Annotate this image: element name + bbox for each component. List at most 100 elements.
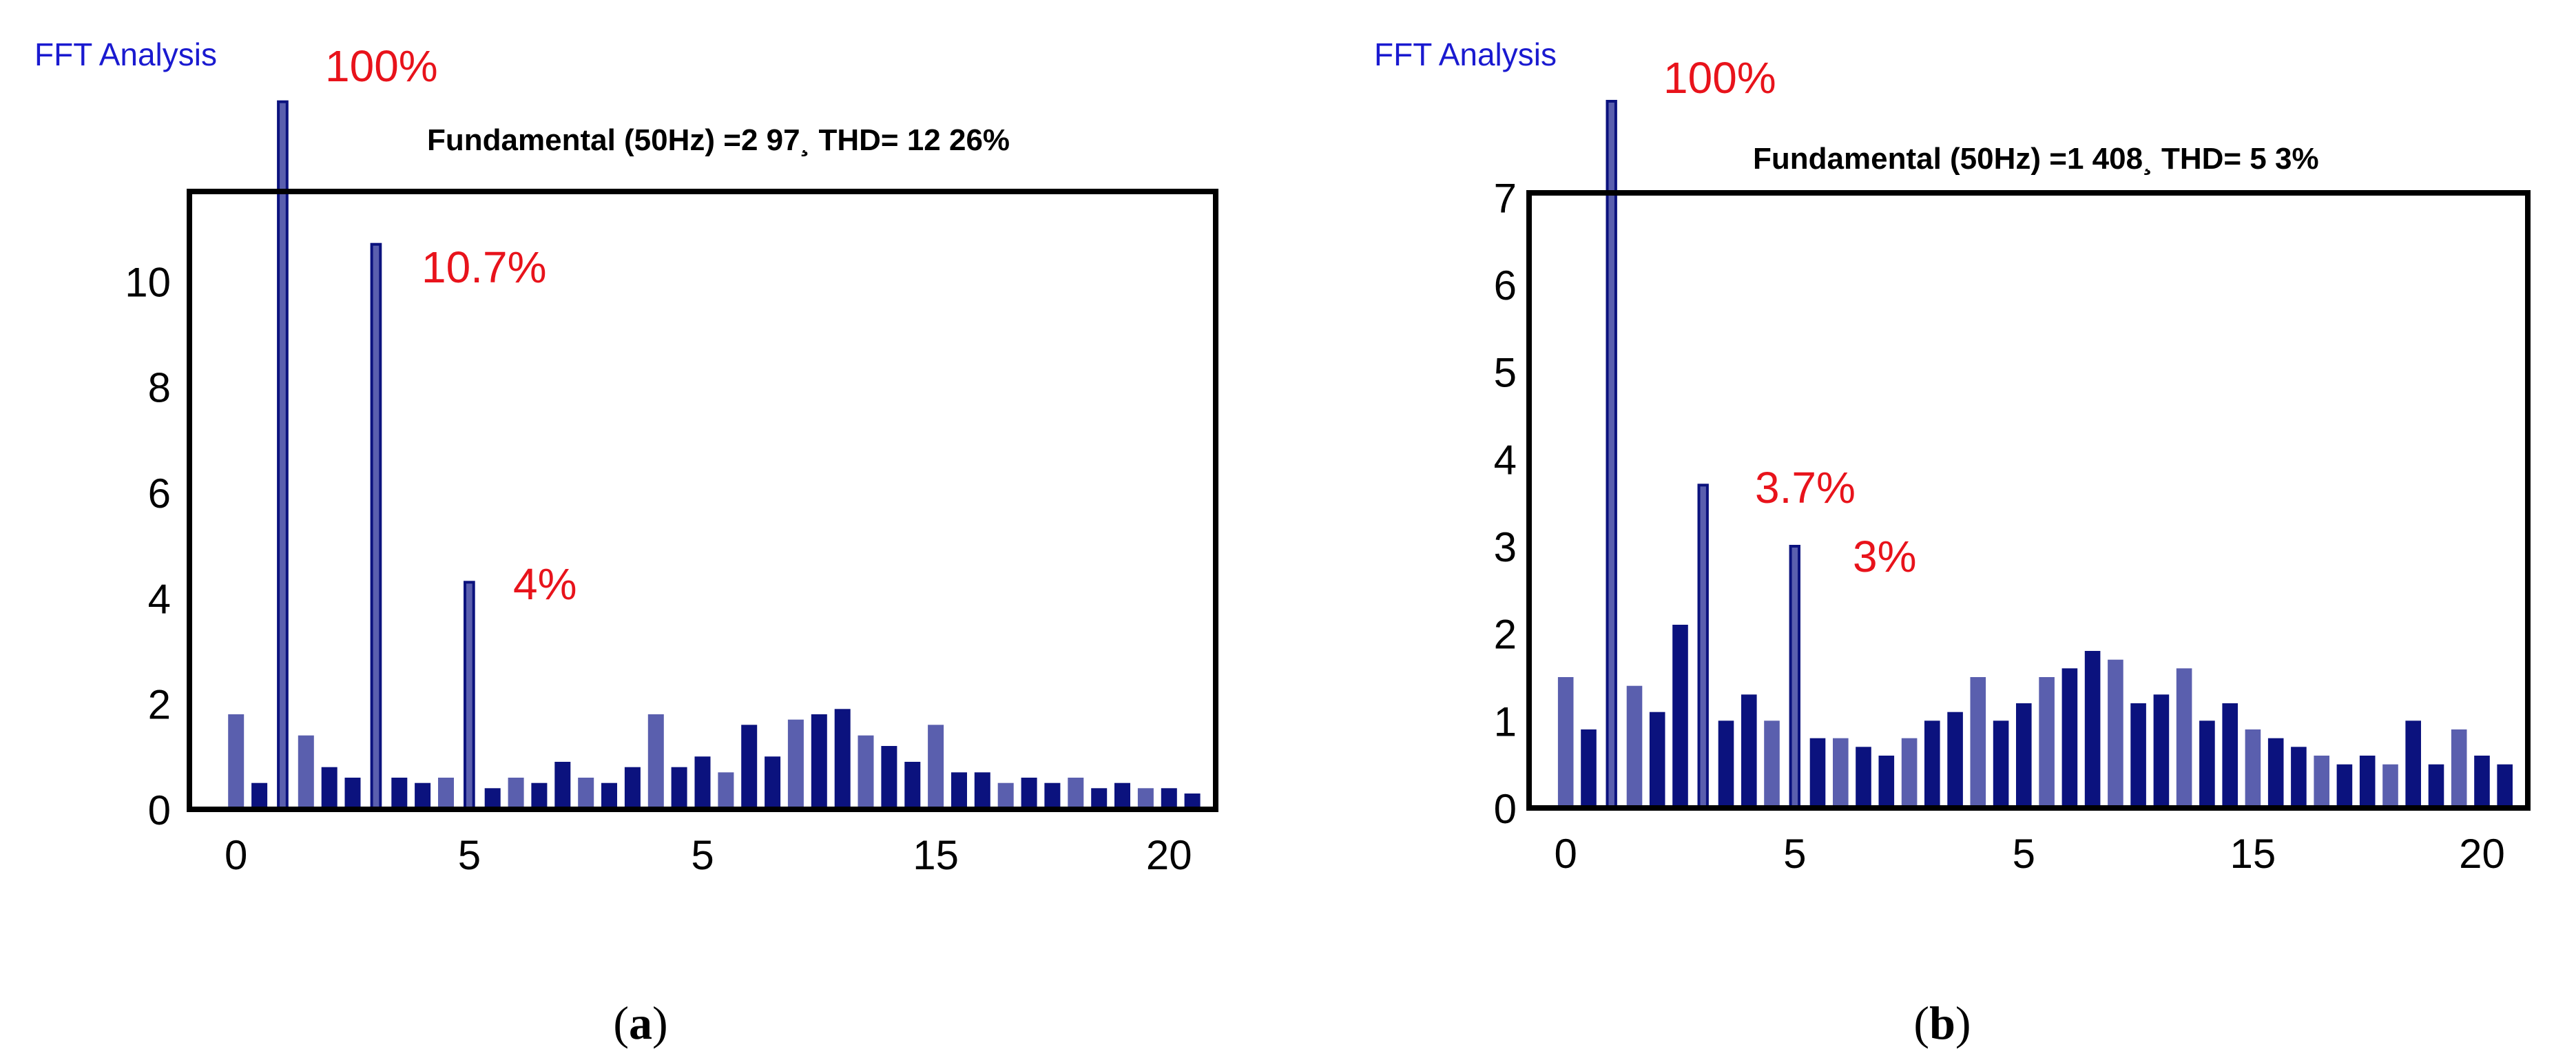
spectrum-bar — [1557, 677, 1574, 808]
harmonic-peak-bar — [1606, 100, 1617, 809]
harmonic-peak-bar — [277, 100, 289, 811]
spectrum-bar — [2474, 756, 2490, 808]
panel-b: FFT Analysis Fundamental (50Hz) =1 408¸ … — [1374, 37, 2531, 1049]
spectrum-bar — [2359, 756, 2376, 808]
peak-label-5th-harmonic: 4% — [513, 559, 577, 609]
spectrum-bar — [508, 778, 524, 809]
spectrum-bar — [2176, 668, 2192, 808]
y-tick-label: 1 — [1494, 698, 1517, 745]
spectrum-bar — [928, 725, 944, 809]
y-tick-label: 5 — [1494, 350, 1517, 396]
plot-frame — [187, 189, 1218, 812]
spectrum-bars — [228, 100, 1201, 811]
spectrum-bar — [741, 725, 758, 809]
spectrum-bar — [1718, 720, 1734, 808]
spectrum-bar — [2382, 764, 2398, 808]
x-tick-label: 5 — [458, 832, 481, 878]
spectrum-bar — [2451, 729, 2467, 808]
spectrum-bar — [2428, 764, 2444, 808]
spectrum-bar — [2199, 720, 2215, 808]
x-tick-label: 0 — [1555, 831, 1577, 877]
y-tick-label: 2 — [1494, 612, 1517, 658]
spectrum-bars — [1557, 100, 2513, 809]
y-tick-label: 10 — [125, 259, 171, 305]
peak-label-fundamental: 100% — [325, 41, 438, 91]
spectrum-bar — [2039, 677, 2055, 808]
spectrum-bar — [834, 709, 851, 809]
panel-caption: (b) — [1913, 997, 1971, 1049]
spectrum-bar — [2130, 703, 2146, 808]
spectrum-bar — [1161, 788, 1177, 809]
y-tick-label: 0 — [1494, 786, 1517, 832]
y-tick-label: 3 — [1494, 524, 1517, 570]
spectrum-bar — [2267, 738, 2284, 808]
spectrum-bar — [438, 778, 454, 809]
spectrum-bar — [2016, 703, 2032, 808]
spectrum-bar — [1856, 747, 1871, 808]
spectrum-bar — [554, 762, 571, 809]
spectrum-bar — [1947, 712, 1963, 808]
spectrum-bar — [1993, 720, 2009, 808]
spectrum-bar — [624, 767, 641, 809]
spectrum-bar — [1114, 782, 1130, 809]
spectrum-bar — [578, 778, 594, 809]
chart-title: FFT Analysis — [1374, 37, 1557, 72]
y-tick-label: 4 — [1494, 437, 1517, 483]
y-tick-label: 6 — [1494, 262, 1517, 309]
spectrum-bar — [2405, 720, 2421, 808]
peak-label-5th-harmonic: 3% — [1853, 532, 1917, 581]
plot-frame — [1526, 190, 2531, 811]
spectrum-bar — [2336, 764, 2353, 808]
spectrum-bar — [694, 756, 711, 809]
spectrum-bar — [997, 782, 1014, 809]
spectrum-bar — [671, 767, 687, 809]
spectrum-bar — [2245, 729, 2261, 808]
y-tick-label: 6 — [148, 470, 171, 517]
y-tick-label: 2 — [148, 682, 171, 728]
x-axis-tick-labels: 0 5 5 15 20 — [1555, 831, 2505, 877]
spectrum-bar — [2108, 659, 2123, 808]
x-tick-label: 5 — [691, 832, 714, 878]
y-tick-label: 0 — [148, 787, 171, 833]
spectrum-bar — [1672, 625, 1688, 808]
spectrum-bar — [251, 782, 268, 809]
peak-label-3rd-harmonic: 3.7% — [1755, 463, 1856, 512]
x-tick-label: 20 — [1146, 832, 1192, 878]
spectrum-bar — [787, 719, 804, 809]
spectrum-bar — [1878, 756, 1895, 808]
spectrum-bar — [1068, 778, 1084, 809]
spectrum-bar — [1021, 778, 1037, 809]
spectrum-bar — [1809, 738, 1826, 808]
spectrum-bar — [2314, 756, 2329, 808]
harmonic-peak-bar — [1789, 545, 1801, 809]
x-tick-label: 5 — [2013, 831, 2035, 877]
chart-title: FFT Analysis — [34, 37, 217, 72]
spectrum-bar — [344, 778, 361, 809]
spectrum-bar — [1091, 788, 1108, 809]
spectrum-bar — [531, 782, 548, 809]
harmonic-peak-bar — [370, 242, 382, 811]
y-axis-tick-labels: 0 1 2 3 4 5 6 7 — [1494, 175, 1517, 832]
y-axis-tick-labels: 0 2 4 6 8 10 — [125, 259, 171, 833]
x-tick-label: 5 — [1783, 831, 1806, 877]
spectrum-bar — [1970, 677, 1986, 808]
spectrum-bar — [1924, 720, 1940, 808]
spectrum-bar — [1044, 782, 1061, 809]
spectrum-bar — [1833, 738, 1849, 808]
panel-a: FFT Analysis Fundamental (50Hz) =2 97¸ T… — [34, 37, 1218, 1049]
x-tick-label: 0 — [225, 832, 247, 878]
spectrum-bar — [2291, 747, 2307, 808]
spectrum-bar — [1184, 794, 1201, 809]
harmonic-peak-bar — [1697, 484, 1709, 809]
spectrum-bar — [484, 788, 501, 809]
spectrum-bar — [391, 778, 408, 809]
y-tick-label: 8 — [148, 365, 171, 411]
spectrum-bar — [881, 746, 897, 809]
spectrum-bar — [1901, 738, 1918, 808]
spectrum-bar — [647, 714, 664, 809]
harmonic-peak-bar — [464, 581, 475, 811]
spectrum-bar — [2061, 668, 2078, 808]
spectrum-bar — [974, 772, 990, 809]
spectrum-bar — [1649, 712, 1665, 808]
spectrum-bar — [2497, 764, 2513, 808]
